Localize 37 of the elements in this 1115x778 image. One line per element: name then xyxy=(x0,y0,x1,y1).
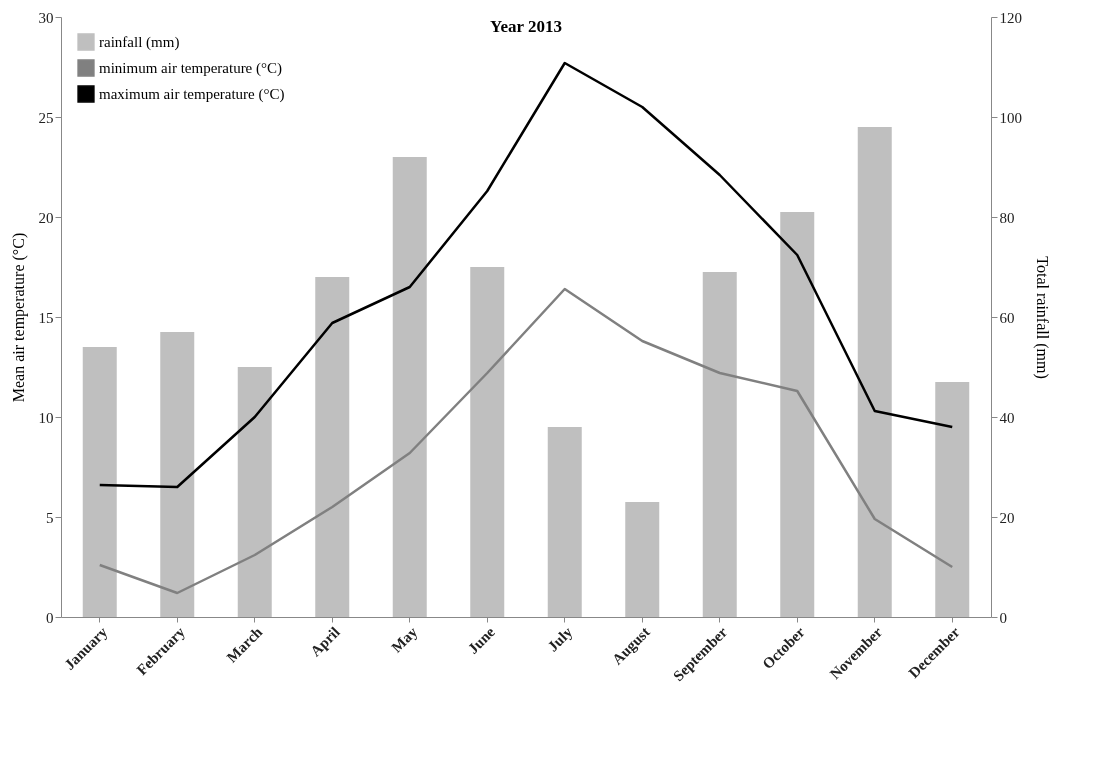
y-tick-label: 25 xyxy=(38,109,54,126)
chart-title: Year 2013 xyxy=(490,17,562,36)
y2-axis-title: Total rainfall (mm) xyxy=(1033,256,1051,379)
y-axis-title: Mean air temperature (°C) xyxy=(9,232,28,403)
bar xyxy=(160,332,195,617)
y2-tick-label: 60 xyxy=(999,309,1015,326)
line-series xyxy=(98,61,954,489)
bar xyxy=(392,157,427,617)
bar xyxy=(237,367,272,617)
bar xyxy=(547,427,582,617)
y2-tick-label: 20 xyxy=(999,509,1015,526)
x-tick-label: July xyxy=(544,623,576,655)
y-tick-label: 20 xyxy=(38,209,54,226)
bar xyxy=(857,127,892,617)
bar xyxy=(315,277,350,617)
legend-label: rainfall (mm) xyxy=(99,34,180,51)
y2-tick-label: 0 xyxy=(999,609,1007,626)
legend-label: minimum air temperature (°C) xyxy=(99,60,283,77)
x-tick-label: May xyxy=(388,623,421,656)
x-tick-label: June xyxy=(464,623,499,657)
bar xyxy=(82,347,117,617)
bar xyxy=(935,382,970,617)
y-tick-label: 15 xyxy=(38,309,54,326)
y-tick-label: 5 xyxy=(46,509,54,526)
y2-tick-label: 80 xyxy=(999,209,1015,226)
y2-tick-label: 100 xyxy=(999,109,1022,126)
y-tick-label: 0 xyxy=(46,609,54,626)
bar xyxy=(780,212,815,617)
y-tick-label: 30 xyxy=(38,9,54,26)
y2-tick-label: 120 xyxy=(999,9,1022,26)
y-tick-label: 10 xyxy=(38,409,54,426)
legend-label: maximum air temperature (°C) xyxy=(99,86,285,103)
bar xyxy=(702,272,737,617)
line-series xyxy=(98,287,954,595)
bar xyxy=(470,267,505,617)
y2-tick-label: 40 xyxy=(999,409,1015,426)
bar xyxy=(625,502,660,617)
